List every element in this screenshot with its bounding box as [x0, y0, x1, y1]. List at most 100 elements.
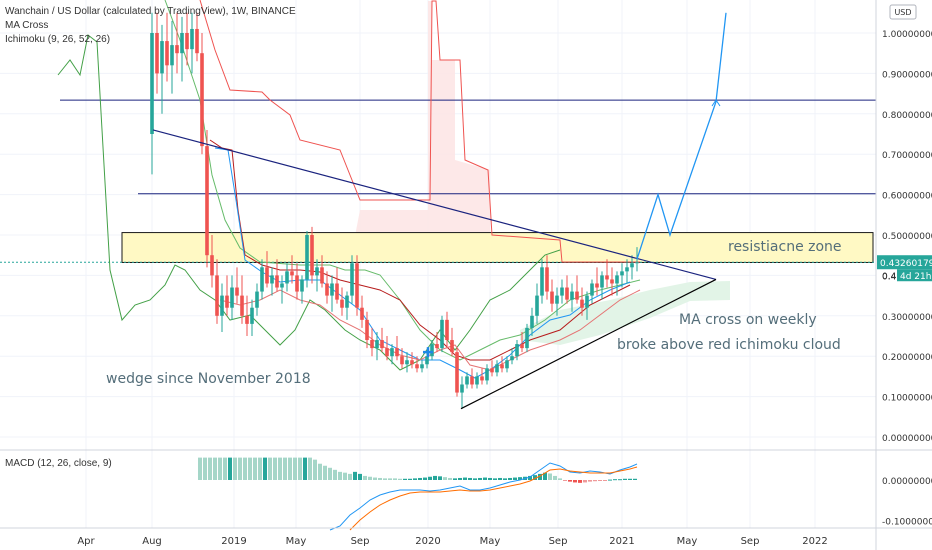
last-price-tag: [877, 255, 932, 270]
macd-hist-bar: [283, 457, 287, 480]
ichimoku-conversion-line: [214, 147, 631, 379]
candle-body: [355, 263, 359, 308]
indicator-ichimoku[interactable]: Ichimoku (9, 26, 52, 26): [5, 34, 111, 45]
indicator-ma-cross[interactable]: MA Cross: [5, 20, 49, 31]
annotation-resistance: resistiacne zone: [728, 239, 842, 255]
time-tick-label: Sep: [351, 536, 370, 547]
candle-body: [395, 348, 399, 357]
candle-body: [605, 275, 609, 280]
macd-hist-bar: [478, 477, 482, 480]
last-price-value: 0.43260179: [880, 259, 932, 269]
countdown-value: 4d 21h: [900, 272, 931, 282]
candle-body: [250, 307, 254, 324]
macd-hist-bar: [378, 477, 382, 480]
candle-body: [550, 291, 554, 304]
price-tick-label: 0.10000000: [882, 394, 932, 404]
candle-body: [540, 267, 544, 296]
macd-hist-bar: [558, 478, 562, 480]
candle-body: [150, 33, 154, 134]
candle-body: [245, 315, 249, 324]
candle-body: [575, 291, 579, 300]
candle-body: [255, 291, 259, 308]
candle-body: [185, 33, 189, 50]
candle-body: [600, 275, 604, 288]
candle-body: [175, 45, 179, 54]
candle-body: [165, 41, 169, 66]
macd-hist-bar: [613, 479, 617, 481]
macd-hist-bar: [263, 457, 267, 480]
macd-hist-bar: [433, 475, 437, 480]
macd-hist-bar: [628, 478, 632, 480]
time-tick-label: May: [480, 536, 501, 547]
candle-body: [335, 283, 339, 300]
macd-hist-bar: [428, 476, 432, 480]
macd-hist-bar: [373, 477, 377, 480]
candle-body: [585, 295, 589, 308]
time-tick-label: 2022: [802, 536, 827, 547]
candle-body: [500, 364, 504, 369]
candle-body: [510, 356, 514, 361]
macd-hist-bar: [383, 478, 387, 480]
candle-body: [410, 360, 414, 365]
ma-cross-fast: [219, 289, 641, 371]
macd-hist-bar: [518, 477, 522, 480]
price-tick-label: 0.60000000: [882, 192, 932, 202]
price-tick-label: 0.80000000: [882, 111, 932, 121]
macd-hist-bar: [508, 477, 512, 480]
macd-hist-bar: [233, 457, 237, 480]
candle-body: [380, 340, 384, 349]
time-tick-label: May: [677, 536, 698, 547]
candle-body: [425, 356, 429, 365]
candle-body: [260, 267, 264, 292]
candle-body: [555, 295, 559, 304]
macd-hist-bar: [408, 478, 412, 480]
ma-cross-marker: [423, 347, 433, 358]
macd-hist-bar: [588, 480, 592, 482]
macd-signal-line: [349, 466, 638, 531]
candle-body: [490, 368, 494, 373]
candle-body: [210, 255, 214, 276]
candle-body: [285, 271, 289, 284]
candle-body: [480, 376, 484, 381]
macd-hist-bar: [568, 480, 572, 482]
candle-body: [215, 275, 219, 316]
time-tick-label: May: [286, 536, 307, 547]
candle-body: [620, 271, 624, 276]
macd-label[interactable]: MACD (12, 26, close, 9): [5, 458, 112, 469]
macd-line: [329, 462, 638, 531]
candle-body: [305, 235, 309, 280]
candle-body: [460, 384, 464, 393]
candle-body: [635, 262, 639, 264]
currency-label[interactable]: USD: [894, 8, 911, 17]
currency-button[interactable]: [889, 4, 917, 20]
macd-hist-bar: [543, 472, 547, 480]
projection-path: [636, 12, 727, 260]
candle-body: [545, 267, 549, 292]
candle-body: [435, 344, 439, 349]
macd-hist-bar: [348, 473, 352, 480]
time-tick-label: Sep: [741, 536, 760, 547]
candle-body: [470, 376, 474, 385]
candle-body: [375, 340, 379, 349]
projection-arrowhead: [711, 99, 721, 107]
candle-body: [270, 275, 274, 284]
candle-body: [580, 299, 584, 308]
macd-hist-bar: [468, 477, 472, 480]
candle-body: [340, 299, 344, 308]
macd-hist-bar: [213, 457, 217, 480]
macd-hist-bar: [438, 476, 442, 480]
macd-hist-bar: [343, 472, 347, 480]
macd-hist-bar: [633, 478, 637, 480]
macd-hist-bar: [238, 457, 242, 480]
candle-body: [235, 287, 239, 296]
macd-hist-bar: [273, 457, 277, 480]
price-tick-label: 0.70000000: [882, 151, 932, 161]
resistance-zone: [121, 232, 874, 263]
macd-hist-bar: [248, 457, 252, 480]
candle-body: [350, 263, 354, 296]
macd-hist-bar: [328, 467, 332, 480]
candle-body: [360, 307, 364, 320]
candle-body: [230, 287, 234, 308]
macd-hist-bar: [288, 457, 292, 480]
